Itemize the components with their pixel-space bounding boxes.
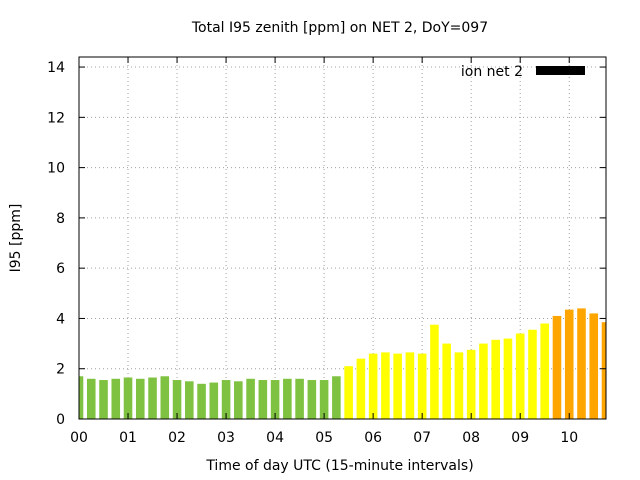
bar [185, 381, 194, 419]
bar [197, 383, 206, 419]
bar [577, 308, 586, 419]
bar [601, 322, 606, 419]
x-tick-label: 10 [560, 430, 578, 446]
bar [356, 358, 366, 419]
y-tick-label: 0 [56, 412, 65, 428]
bar [381, 352, 390, 419]
x-tick-label: 06 [364, 430, 382, 446]
bar [368, 353, 378, 419]
bar [417, 353, 427, 419]
x-tick-label: 09 [511, 430, 529, 446]
bar [479, 343, 488, 419]
bar [430, 324, 439, 419]
bar [319, 380, 329, 419]
bar [160, 376, 170, 419]
bar [123, 377, 133, 419]
bar [564, 309, 574, 419]
bar [283, 378, 292, 419]
bar [246, 378, 255, 419]
bar [491, 339, 500, 419]
x-tick-label: 02 [168, 430, 186, 446]
x-tick-label: 01 [119, 430, 137, 446]
bar [79, 376, 84, 419]
plot-frame [78, 56, 607, 420]
y-tick-label: 6 [56, 261, 65, 277]
x-tick-label: 04 [266, 430, 284, 446]
bar [332, 376, 341, 419]
bar [258, 380, 268, 419]
bar [86, 378, 96, 419]
bar [270, 380, 280, 419]
x-axis-label: Time of day UTC (15-minute intervals) [205, 458, 473, 474]
chart-title: Total I95 zenith [ppm] on NET 2, DoY=097 [191, 20, 488, 36]
bar [393, 353, 402, 419]
y-tick-label: 10 [47, 161, 65, 177]
grid [79, 57, 606, 419]
legend-label: ion net 2 [461, 64, 523, 80]
bar [552, 315, 562, 419]
y-tick-label: 8 [56, 211, 65, 227]
bar [148, 377, 157, 419]
bar [135, 378, 145, 419]
bar [344, 366, 353, 419]
y-axis-label: I95 [ppm] [8, 204, 24, 273]
y-tick-labels: 0 2 4 6 8 10 12 14 [47, 60, 65, 428]
x-tick-label: 03 [217, 430, 235, 446]
legend: ion net 2 [461, 64, 585, 80]
y-tick-label: 2 [56, 362, 65, 378]
bar [515, 333, 525, 419]
y-tick-label: 14 [47, 60, 65, 76]
bar [295, 378, 304, 419]
bar [454, 352, 464, 419]
bar [209, 382, 219, 419]
bar [528, 329, 537, 419]
bar [442, 343, 451, 419]
bar [99, 380, 108, 419]
bar [589, 313, 599, 419]
bar [503, 338, 513, 419]
y-tick-label: 4 [56, 311, 65, 327]
ticks [78, 57, 606, 420]
y-tick-label: 12 [47, 110, 65, 126]
bar [221, 380, 231, 419]
bar [405, 352, 415, 419]
bar [540, 323, 550, 419]
x-tick-labels: 00 01 02 03 04 05 06 07 08 09 10 [70, 430, 578, 446]
bar [172, 380, 182, 419]
legend-swatch [536, 66, 585, 75]
bar [111, 378, 121, 419]
bar [234, 381, 243, 419]
bar [466, 349, 476, 419]
x-tick-label: 07 [413, 430, 431, 446]
x-tick-label: 05 [315, 430, 333, 446]
bar [307, 380, 317, 419]
x-tick-label: 00 [70, 430, 88, 446]
bars [79, 308, 606, 419]
x-tick-label: 08 [462, 430, 480, 446]
